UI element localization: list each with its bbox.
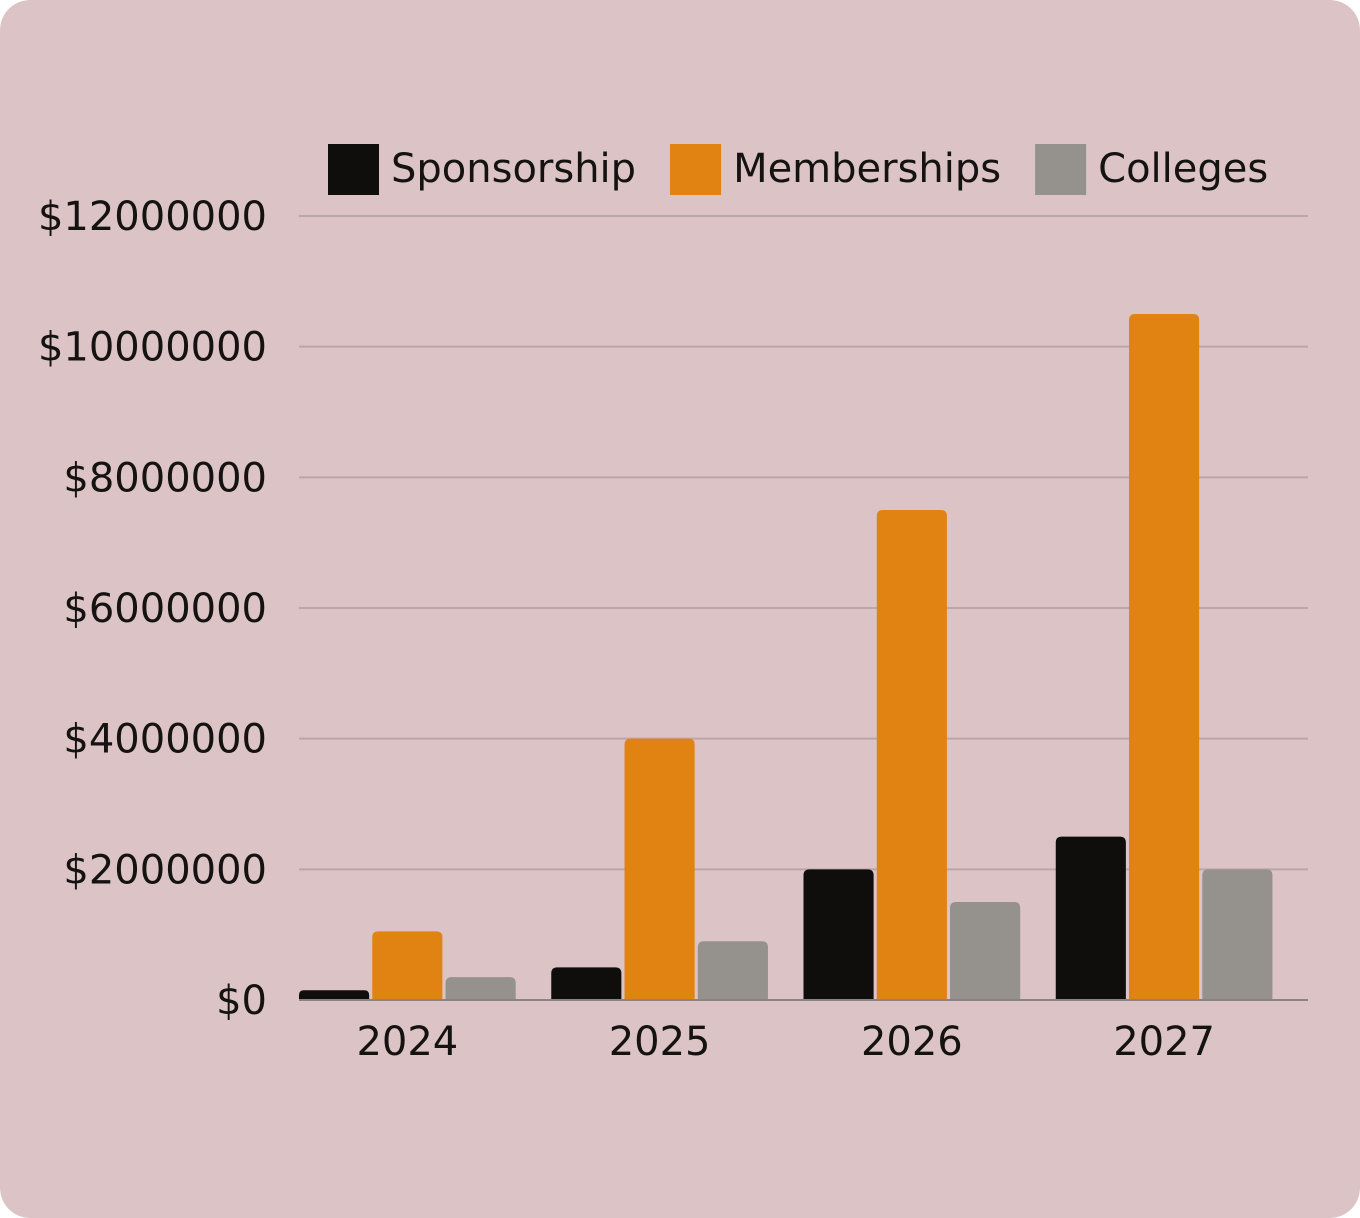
- bar-sponsorship-2024: [299, 990, 370, 1000]
- x-tick-label: 2027: [1113, 1019, 1215, 1065]
- legend-label-memberships: Memberships: [733, 146, 1001, 192]
- bar-memberships-2026: [876, 510, 947, 1000]
- legend-label-colleges: Colleges: [1098, 146, 1268, 192]
- legend-swatch-memberships: [670, 144, 722, 195]
- legend: Sponsorship Memberships Colleges: [328, 144, 1268, 195]
- y-tick-label: $12000000: [38, 194, 267, 240]
- x-tick-label: 2026: [861, 1019, 963, 1065]
- y-tick-label: $2000000: [63, 847, 267, 893]
- legend-swatch-colleges: [1035, 144, 1087, 195]
- x-tick-label: 2024: [356, 1019, 458, 1065]
- y-tick-label: $8000000: [63, 455, 267, 501]
- bar-colleges-2025: [697, 941, 768, 1000]
- x-tick-labels: 2024 2025 2026 2027: [356, 1019, 1215, 1065]
- legend-label-sponsorship: Sponsorship: [391, 146, 636, 192]
- bar-memberships-2024: [372, 931, 443, 1000]
- y-tick-label: $6000000: [63, 586, 267, 632]
- bar-sponsorship-2027: [1055, 836, 1126, 1000]
- x-tick-label: 2025: [609, 1019, 711, 1065]
- bar-memberships-2025: [624, 738, 695, 1000]
- bar-memberships-2027: [1129, 314, 1200, 1000]
- y-tick-label: $4000000: [63, 717, 267, 763]
- y-tick-label: $0: [216, 978, 267, 1024]
- bar-sponsorship-2025: [551, 967, 622, 1000]
- bar-colleges-2026: [950, 902, 1021, 1000]
- bar-sponsorship-2026: [803, 869, 874, 1000]
- y-tick-labels: $0 $2000000 $4000000 $6000000 $8000000 $10000…: [38, 194, 267, 1024]
- legend-swatch-sponsorship: [328, 144, 379, 195]
- y-tick-label: $10000000: [38, 325, 267, 371]
- bar-colleges-2027: [1202, 869, 1273, 1000]
- bars: [299, 314, 1273, 1000]
- bar-colleges-2024: [445, 977, 516, 1000]
